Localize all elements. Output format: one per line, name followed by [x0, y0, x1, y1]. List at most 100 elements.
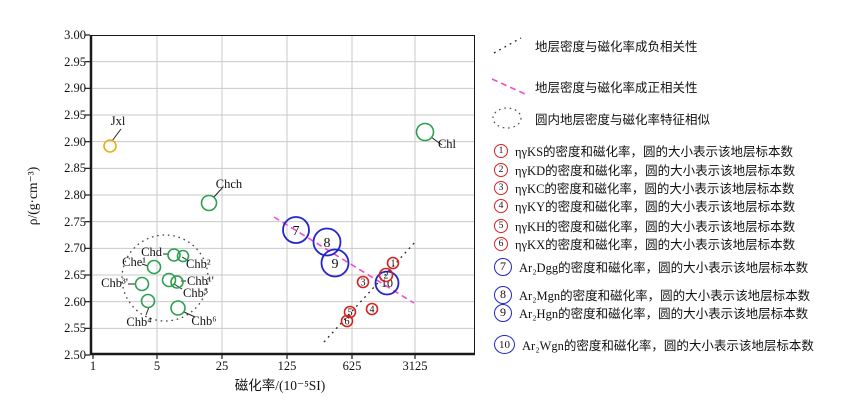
negative-correlation-line-icon — [493, 37, 522, 54]
legend-item-6: 6 ηγKX的密度和磁化率，圆的大小表示该地层标本数 — [494, 233, 795, 254]
y-tick-label: 2.60 — [64, 294, 86, 309]
point-number-n6: 6 — [345, 316, 350, 327]
x-tick-label: 1 — [89, 359, 97, 373]
legend-item-label: Ar₂Dgg的密度和磁化率，圆的大小表示该地层标本数 — [519, 261, 809, 275]
point-number-n2: 2 — [384, 270, 389, 281]
x-tick-label: 25 — [215, 359, 229, 373]
x-tick-label: 3125 — [402, 359, 428, 373]
legend-item-9: 9 Ar₂Hgn的密度和磁化率，圆的大小表示该地层标本数 — [494, 302, 808, 323]
point-number-n9: 9 — [332, 257, 339, 272]
legend-item-label: Ar₂Mgn的密度和磁化率，圆的大小表示该地层标本数 — [519, 289, 811, 303]
point-circle-chb1-a — [161, 272, 177, 288]
point-circle-chch — [200, 194, 218, 212]
point-label-chb3: Chb³' — [101, 276, 128, 290]
label-connector-chb5 — [173, 283, 183, 290]
point-circle-chd-b — [176, 249, 190, 263]
point-circle-chb1-b — [170, 275, 184, 289]
label-connector-chch — [213, 186, 224, 198]
legend-number-badge-7: 7 — [494, 257, 512, 276]
point-circle-n6 — [340, 314, 354, 328]
legend-number-badge-4: 4 — [494, 198, 508, 213]
point-number-n5: 5 — [348, 307, 353, 318]
point-circle-chd-a — [167, 248, 181, 262]
point-label-chd: Chd — [141, 245, 163, 259]
legend-item-label: 地层密度与磁化率成负相关性 — [535, 39, 698, 54]
point-circle-n3 — [356, 275, 370, 289]
label-connector-chb2 — [181, 256, 190, 262]
cluster-dotted-ellipse — [121, 234, 209, 322]
point-circle-n2 — [378, 267, 394, 283]
legend-number-badge-3: 3 — [494, 180, 508, 195]
legend-item-label: 圆内地层密度与磁化率特征相似 — [535, 112, 711, 127]
legend-item-5: 5 ηγKH的密度和磁化率，圆的大小表示该地层标本数 — [494, 215, 795, 236]
legend-item-2: 2 ηγKD的密度和磁化率，圆的大小表示该地层标本数 — [494, 159, 795, 180]
legend-item-label: ηγKX的密度和磁化率，圆的大小表示该地层标本数 — [515, 238, 796, 252]
point-circle-n8 — [312, 227, 342, 257]
point-circle-che1 — [146, 259, 162, 275]
legend-number-badge-2: 2 — [494, 162, 508, 177]
point-label-chb5: Chb⁵ — [183, 286, 208, 300]
point-number-n4: 4 — [370, 304, 375, 315]
legend-item-label: ηγKC的密度和磁化率，圆的大小表示该地层标本数 — [515, 182, 795, 196]
legend-number-badge-1: 1 — [494, 143, 508, 158]
point-circle-n5 — [343, 305, 357, 319]
legend-number-badge-5: 5 — [494, 218, 508, 233]
point-circle-n4 — [365, 302, 379, 316]
legend-item-1: 1 ηγKS的密度和磁化率，圆的大小表示该地层标本数 — [494, 140, 793, 161]
point-label-jxl: Jxl — [111, 114, 126, 128]
point-circle-chb3 — [134, 276, 150, 292]
point-label-chb6: Chb⁶ — [191, 314, 216, 328]
legend-item-label: Ar₂Hgn的密度和磁化率，圆的大小表示该地层标本数 — [519, 307, 809, 321]
point-label-chb2: Chb² — [186, 257, 211, 271]
legend-item-8: 8 Ar₂Mgn的密度和磁化率，圆的大小表示该地层标本数 — [494, 284, 810, 305]
y-tick-label: 2.65 — [64, 268, 86, 282]
legend-item-3: 3 ηγKC的密度和磁化率，圆的大小表示该地层标本数 — [494, 177, 794, 198]
legend-item-label: Ar₂Wgn的密度和磁化率，圆的大小表示该地层标本数 — [522, 339, 814, 353]
point-circle-n1 — [386, 256, 400, 270]
point-number-n8: 8 — [324, 236, 331, 251]
dotted-ellipse-icon — [492, 107, 522, 129]
y-tick-label: 2.85 — [64, 161, 86, 176]
point-circle-n7 — [282, 216, 310, 244]
y-tick-label: 2.90 — [64, 81, 86, 96]
legend-item-label: ηγKS的密度和磁化率，圆的大小表示该地层标本数 — [515, 145, 794, 159]
legend-item-10: 10 Ar₂Wgn的密度和磁化率，圆的大小表示该地层标本数 — [494, 334, 814, 355]
point-circle-chl — [415, 122, 435, 142]
legend-item-similar-features: 圆内地层密度与磁化率特征相似 — [490, 107, 710, 129]
x-axis-title: 磁化率/(10⁻⁵SI) — [234, 378, 326, 393]
point-number-n7: 7 — [293, 224, 300, 239]
point-label-chl: Chl — [438, 137, 457, 151]
point-label-che1: Che¹ — [122, 255, 146, 269]
point-circle-chb6 — [170, 300, 186, 316]
point-label-chch: Chch — [216, 177, 243, 191]
legend-number-badge-6: 6 — [494, 236, 508, 251]
legend-item-label: 地层密度与磁化率成正相关性 — [535, 80, 698, 95]
point-label-chb1: Chb¹' — [187, 274, 214, 288]
point-circle-jxl — [103, 139, 117, 153]
y-tick-label: 2.95 — [64, 54, 86, 69]
point-number-n3: 3 — [361, 277, 366, 288]
y-tick-label: 3.00 — [64, 28, 86, 42]
point-circle-n9 — [320, 248, 350, 278]
x-tick-label: 125 — [277, 359, 297, 373]
y-tick-label: 2.50 — [64, 348, 86, 362]
legend-item-label: ηγKY的密度和磁化率，圆的大小表示该地层标本数 — [515, 200, 796, 214]
x-tick-label: 625 — [342, 359, 362, 373]
label-connector-chb4 — [145, 306, 150, 316]
legend-item-4: 4 ηγKY的密度和磁化率，圆的大小表示该地层标本数 — [494, 195, 795, 216]
positive-correlation-line — [273, 216, 415, 304]
label-connector-jxl — [111, 128, 122, 142]
y-tick-label: 2.95 — [64, 108, 86, 122]
y-tick-label: 2.55 — [64, 321, 86, 336]
y-tick-label: 2.70 — [64, 241, 86, 256]
legend-number-badge-9: 9 — [494, 303, 512, 322]
y-tick-label: 2.75 — [64, 214, 86, 229]
legend-item-positive-correlation: 地层密度与磁化率成正相关性 — [490, 75, 698, 97]
x-tick-label: 5 — [153, 359, 161, 373]
legend-number-badge-8: 8 — [494, 285, 512, 304]
label-connector-chl — [430, 136, 443, 146]
legend-number-badge-10: 10 — [494, 335, 515, 354]
legend-item-7: 7 Ar₂Dgg的密度和磁化率，圆的大小表示该地层标本数 — [494, 256, 808, 277]
